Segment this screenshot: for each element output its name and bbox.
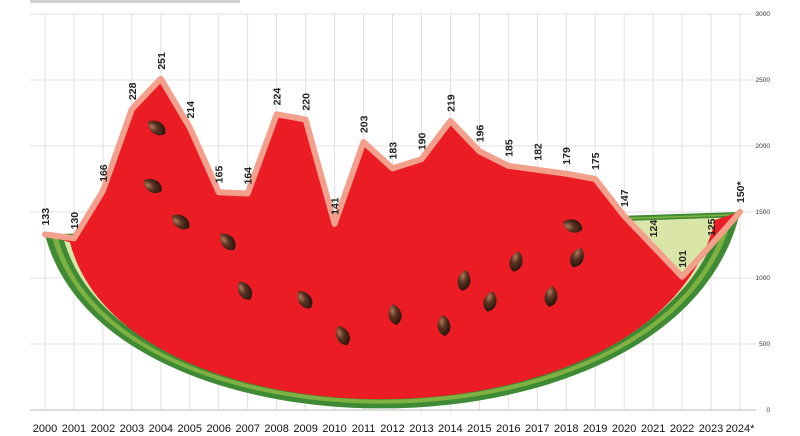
- data-label: 196: [474, 125, 486, 143]
- x-tick-label: 2011: [352, 423, 376, 435]
- data-label: 164: [243, 167, 255, 185]
- seed: [483, 291, 497, 312]
- data-label: 228: [127, 82, 139, 100]
- data-label: 182: [532, 143, 544, 161]
- x-tick-label: 2003: [120, 423, 144, 435]
- data-label: 141: [330, 197, 342, 215]
- watermelon-flesh: [45, 78, 740, 400]
- x-tick-label: 2001: [62, 423, 86, 435]
- seed: [437, 315, 451, 336]
- seed: [336, 326, 350, 346]
- x-tick-label: 2016: [496, 423, 520, 435]
- seed: [562, 219, 583, 233]
- data-label: 183: [387, 142, 399, 160]
- y-tick-label: 2500: [756, 77, 771, 84]
- seed: [509, 251, 523, 272]
- x-tick-label: 2005: [178, 423, 202, 435]
- cropped-title-bar: [30, 0, 240, 3]
- data-label: 165: [214, 166, 226, 184]
- x-tick-label: 2018: [554, 423, 578, 435]
- data-label: 179: [561, 147, 573, 165]
- data-label: 224: [272, 88, 284, 106]
- seed: [297, 290, 313, 309]
- x-tick-label: 2009: [293, 423, 317, 435]
- x-tick-label: 2007: [235, 423, 259, 435]
- seed: [570, 248, 584, 268]
- x-tick-label: 2015: [467, 423, 491, 435]
- seed: [171, 214, 190, 230]
- flesh-area: [45, 78, 740, 400]
- data-label: 203: [359, 115, 371, 133]
- data-label: 124: [648, 220, 660, 238]
- x-tick-label: 2006: [207, 423, 231, 435]
- y-tick-label: 2000: [756, 143, 771, 150]
- data-label: 219: [445, 94, 457, 112]
- x-tick-label: 2010: [322, 423, 346, 435]
- y-tick-label: 0: [766, 407, 770, 414]
- x-tick-label: 2023: [699, 423, 723, 435]
- seed: [388, 304, 402, 325]
- seed: [220, 233, 236, 251]
- x-tick-label: 2020: [612, 423, 636, 435]
- data-label: 190: [416, 133, 428, 151]
- data-label: 251: [156, 52, 168, 70]
- y-tick-label: 500: [759, 341, 770, 348]
- data-label: 150*: [735, 180, 747, 203]
- data-label: 214: [185, 101, 197, 119]
- watermelon-seeds: [143, 120, 584, 346]
- y-tick-label: 1500: [756, 209, 771, 216]
- seed: [147, 120, 166, 136]
- series-line-path: [42, 75, 743, 280]
- x-tick-label: 2013: [409, 423, 433, 435]
- x-tick-label: 2014: [438, 423, 462, 435]
- x-tick-label: 2022: [670, 423, 694, 435]
- x-tick-label: 2024*: [726, 423, 755, 435]
- seed: [143, 178, 162, 194]
- seed: [457, 270, 471, 291]
- data-label: 175: [590, 152, 602, 170]
- data-label: 101: [677, 250, 689, 268]
- data-labels: 133 130 166 228 251 214 165 164 224 220 141 203 183 1…: [40, 52, 747, 268]
- series-line: [42, 75, 743, 280]
- y-tick-label: 1000: [756, 275, 771, 282]
- data-label: 185: [503, 139, 515, 157]
- data-label: 125: [706, 218, 718, 236]
- data-label: 147: [619, 189, 631, 207]
- x-tick-label: 2002: [91, 423, 115, 435]
- data-label: 133: [40, 208, 52, 226]
- x-tick-label: 2021: [641, 423, 665, 435]
- y-axis-ticks: 0 500 1000 1500 2000 2500 3000: [756, 11, 771, 414]
- x-tick-label: 2012: [380, 423, 404, 435]
- y-tick-label: 3000: [756, 11, 771, 18]
- seed: [544, 286, 558, 307]
- x-tick-label: 2019: [583, 423, 607, 435]
- seed: [237, 281, 253, 300]
- data-label: 130: [69, 212, 81, 230]
- data-label: 220: [301, 93, 313, 111]
- data-label: 166: [98, 164, 110, 182]
- x-tick-label: 2017: [525, 423, 549, 435]
- x-axis-ticks: 2000 2001 2002 2003 2004 2005 2006 2007 2008 2009…: [33, 423, 755, 435]
- x-tick-label: 2004: [149, 423, 173, 435]
- x-tick-label: 2008: [264, 423, 288, 435]
- x-tick-label: 2000: [33, 423, 57, 435]
